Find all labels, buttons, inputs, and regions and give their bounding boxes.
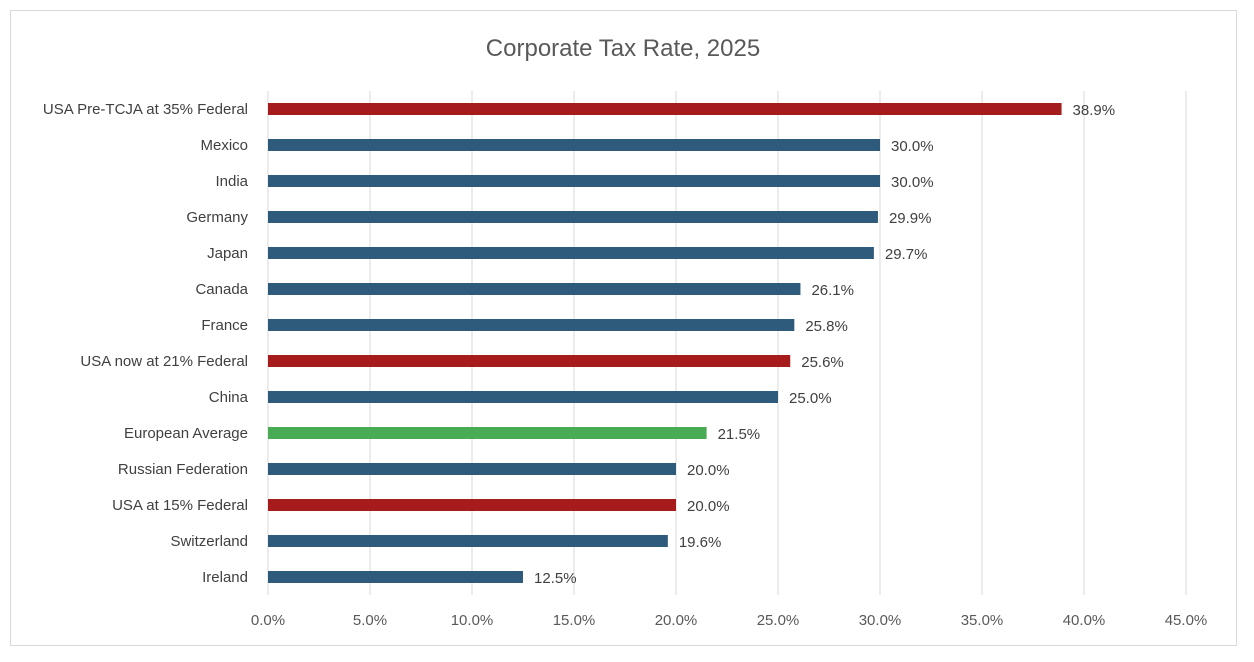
x-tick-label: 25.0% <box>757 612 800 629</box>
bar <box>268 247 874 259</box>
data-label: 21.5% <box>718 426 761 443</box>
data-label: 25.0% <box>789 390 832 407</box>
bar <box>268 103 1062 115</box>
data-label: 20.0% <box>687 462 730 479</box>
chart-frame: Corporate Tax Rate, 2025 USA Pre-TCJA at… <box>10 10 1237 646</box>
bar <box>268 175 880 187</box>
bar <box>268 139 880 151</box>
category-label: France <box>201 317 248 334</box>
data-label: 25.8% <box>805 318 848 335</box>
data-label: 20.0% <box>687 498 730 515</box>
x-tick-label: 10.0% <box>451 612 494 629</box>
x-tick-label: 30.0% <box>859 612 902 629</box>
data-label: 25.6% <box>801 354 844 371</box>
bar <box>268 211 878 223</box>
bar <box>268 535 668 547</box>
bar <box>268 499 676 511</box>
bar <box>268 427 707 439</box>
data-label: 29.7% <box>885 246 928 263</box>
x-axis-tick-labels: 0.0% 5.0% 10.0% 15.0% 20.0% 25.0% 30.0% 35.0% 40… <box>251 612 1207 629</box>
x-tick-label: 5.0% <box>353 612 387 629</box>
data-label: 19.6% <box>679 534 722 551</box>
data-label: 30.0% <box>891 174 934 191</box>
x-tick-label: 45.0% <box>1165 612 1208 629</box>
data-label: 12.5% <box>534 570 577 587</box>
gridlines <box>267 91 1187 595</box>
category-label: China <box>209 389 249 406</box>
category-label: Germany <box>186 209 248 226</box>
category-label: Russian Federation <box>118 461 248 478</box>
x-tick-label: 40.0% <box>1063 612 1106 629</box>
bar <box>268 571 523 583</box>
x-tick-label: 35.0% <box>961 612 1004 629</box>
category-label: Japan <box>207 245 248 262</box>
category-label: India <box>215 173 248 190</box>
category-label: Mexico <box>200 137 248 154</box>
category-label: Canada <box>195 281 248 298</box>
category-label: Switzerland <box>170 533 248 550</box>
data-label: 29.9% <box>889 210 932 227</box>
bar <box>268 283 801 295</box>
category-label: USA Pre-TCJA at 35% Federal <box>43 101 248 118</box>
data-labels: 38.9% 30.0% 30.0% 29.9% 29.7% 26.1% 25.8% 25.6%… <box>534 102 1115 587</box>
category-label: European Average <box>124 425 248 442</box>
corporate-tax-rate-chart: Corporate Tax Rate, 2025 USA Pre-TCJA at… <box>43 35 1207 629</box>
data-label: 26.1% <box>811 282 854 299</box>
chart-title: Corporate Tax Rate, 2025 <box>486 35 760 62</box>
bar <box>268 463 676 475</box>
category-label: Ireland <box>202 569 248 586</box>
x-tick-label: 15.0% <box>553 612 596 629</box>
bars <box>268 103 1062 583</box>
bar <box>268 391 778 403</box>
category-label: USA at 15% Federal <box>112 497 248 514</box>
category-label: USA now at 21% Federal <box>80 353 248 370</box>
category-labels: USA Pre-TCJA at 35% Federal Mexico India Ge… <box>43 101 249 586</box>
bar <box>268 355 791 367</box>
data-label: 30.0% <box>891 138 934 155</box>
bar <box>268 319 795 331</box>
x-tick-label: 20.0% <box>655 612 698 629</box>
data-label: 38.9% <box>1073 102 1116 119</box>
x-tick-label: 0.0% <box>251 612 285 629</box>
